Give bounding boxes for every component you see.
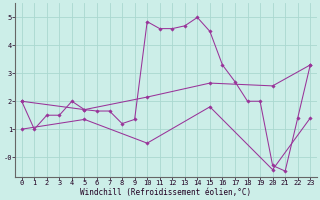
- X-axis label: Windchill (Refroidissement éolien,°C): Windchill (Refroidissement éolien,°C): [80, 188, 252, 197]
